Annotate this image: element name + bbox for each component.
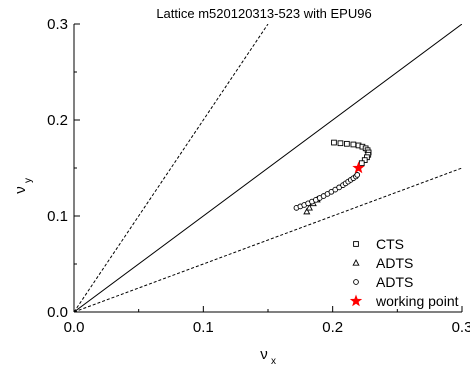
y-axis-label-main: ν	[12, 186, 29, 194]
reference-line-3	[74, 167, 462, 312]
y-tick-label: 0.0	[47, 304, 68, 321]
legend-marker-star	[349, 294, 363, 307]
legend-item-2: ADTS	[352, 255, 413, 271]
y-axis-label: ν y	[12, 178, 34, 194]
plot-area: 0.0 0.1 0.2 0.3 0.0 0.1 0.2 0.3	[47, 16, 470, 336]
reference-line-1	[74, 24, 269, 312]
y-tick-label: 0.3	[47, 16, 68, 33]
legend: CTS ADTS ADTS working point	[349, 236, 459, 309]
legend-label: ADTS	[376, 274, 413, 290]
y-tick-label: 0.2	[47, 112, 68, 129]
x-axis-label: ν x	[260, 346, 276, 367]
data-point-square	[337, 140, 344, 147]
data-point-square	[358, 160, 365, 167]
legend-item-3: ADTS	[353, 274, 413, 290]
legend-label: working point	[375, 293, 459, 309]
x-axis-label-main: ν	[260, 346, 268, 363]
legend-label: CTS	[376, 236, 404, 252]
legend-marker-circle	[353, 279, 359, 285]
data-point-circle	[354, 172, 361, 178]
series-square-1	[331, 139, 372, 167]
legend-marker-square	[353, 241, 359, 247]
plot-clipped-group	[74, 24, 462, 312]
data-point-square	[361, 157, 368, 163]
chart-title: Lattice m520120313-523 with EPU96	[156, 6, 371, 21]
legend-marker-triangle	[352, 259, 360, 266]
data-point-triangle	[305, 203, 313, 211]
x-tick-label: 0.2	[322, 319, 343, 336]
y-axis-label-sub: y	[23, 178, 34, 183]
data-point-star	[352, 161, 365, 174]
series-circle-3	[293, 172, 361, 211]
data-point-square	[350, 141, 357, 148]
x-tick-label: 0.0	[64, 319, 85, 336]
data-point-square	[344, 140, 350, 147]
data-point-triangle	[303, 207, 311, 215]
x-axis-label-sub: x	[271, 356, 276, 367]
x-tick-label: 0.3	[452, 319, 470, 336]
data-point-square	[331, 139, 337, 146]
series-star-4	[352, 161, 365, 174]
y-tick-label: 0.1	[47, 208, 68, 225]
x-tick-label: 0.1	[193, 319, 214, 336]
legend-item-4: working point	[349, 293, 459, 309]
legend-item-1: CTS	[353, 236, 404, 252]
reference-line-2	[74, 24, 462, 312]
legend-label: ADTS	[376, 255, 413, 271]
